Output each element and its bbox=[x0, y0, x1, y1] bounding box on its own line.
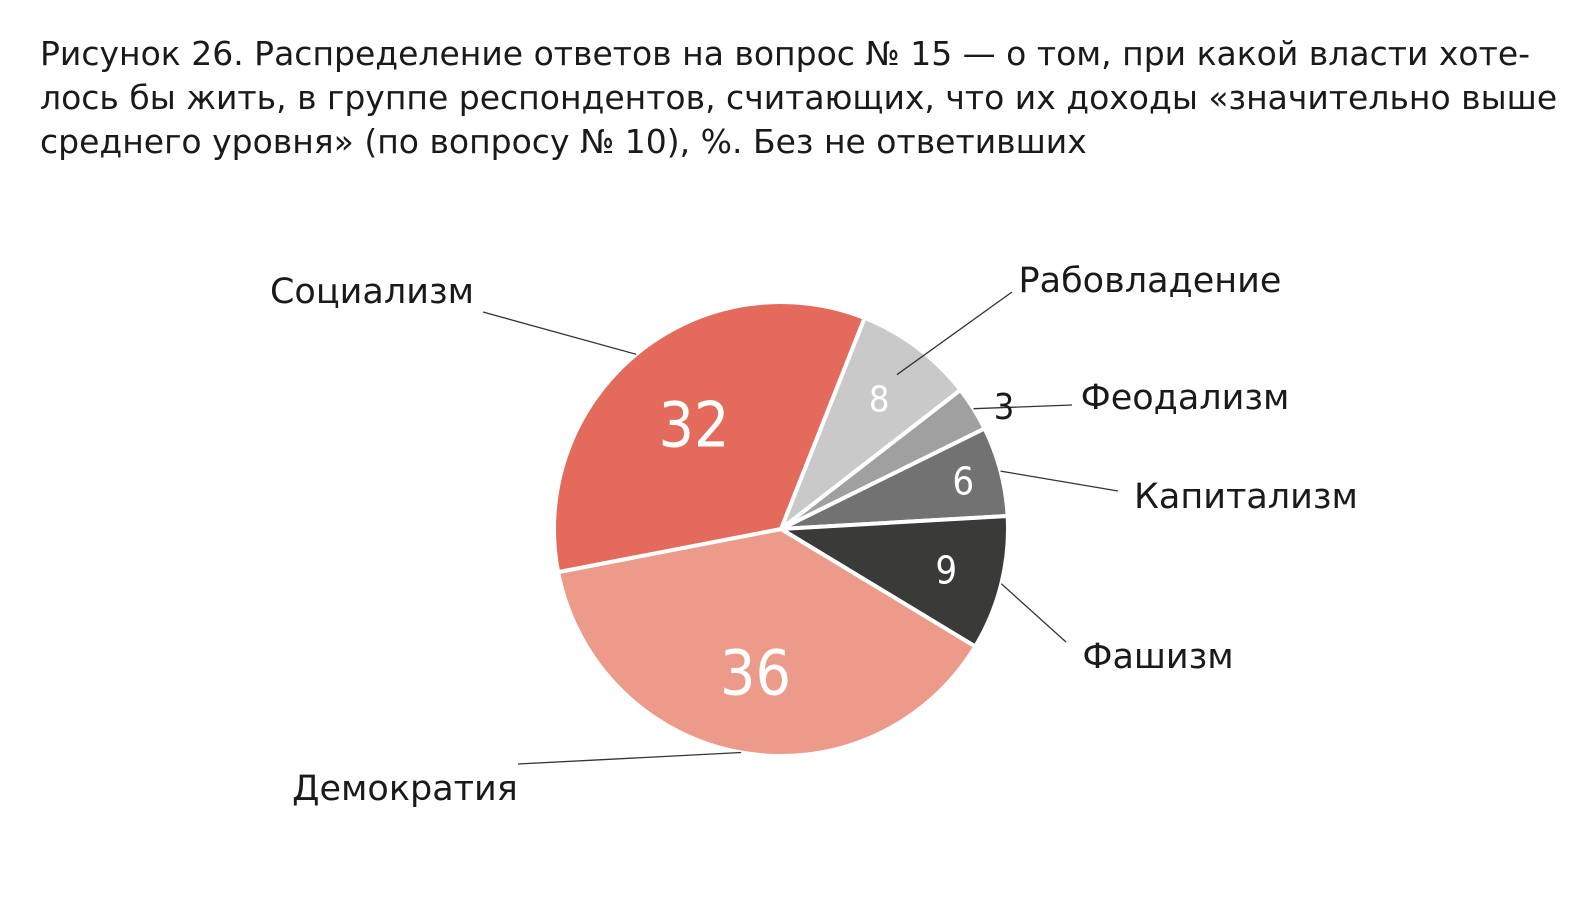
value-label-1: 8 bbox=[869, 379, 890, 420]
category-labels: Рабовладение Феодализм Капитализм Фашизм Дем… bbox=[270, 261, 1358, 809]
pie-slice-6 bbox=[552, 300, 867, 575]
value-labels: 8 36 9 36 32 bbox=[659, 379, 1015, 709]
title-line-2: лось бы жить, в группе респондентов, счи… bbox=[40, 78, 1558, 117]
leader-line-4 bbox=[1000, 583, 1067, 643]
pie-slice-4 bbox=[779, 513, 1011, 649]
leader-lines bbox=[482, 291, 1119, 765]
category-label-2: Феодализм bbox=[1081, 378, 1290, 418]
value-label-3: 6 bbox=[952, 460, 974, 504]
category-label-6: Социализм bbox=[270, 272, 474, 312]
value-label-2: 3 bbox=[994, 387, 1015, 428]
chart-title: Рисунок 26. Распределение ответов на воп… bbox=[40, 32, 1558, 164]
value-label-5: 36 bbox=[720, 636, 791, 709]
category-label-1: Рабовладение bbox=[1019, 261, 1282, 301]
leader-line-1 bbox=[896, 291, 1013, 376]
leader-line-2 bbox=[973, 404, 1073, 410]
leader-line-6 bbox=[482, 311, 637, 355]
category-label-5: Демократия bbox=[292, 769, 518, 809]
category-label-3: Капитализм bbox=[1134, 477, 1358, 517]
leader-line-5 bbox=[517, 751, 742, 765]
leader-line-3 bbox=[1000, 470, 1119, 492]
value-label-6: 32 bbox=[659, 389, 730, 462]
pie-slice-1 bbox=[779, 315, 963, 531]
category-label-4: Фашизм bbox=[1082, 637, 1233, 677]
value-label-4: 9 bbox=[935, 549, 957, 593]
pie-slices bbox=[552, 300, 1011, 758]
title-line-3: среднего уровня» (по вопросу № 10), %. Б… bbox=[40, 122, 1087, 161]
title-line-1: Рисунок 26. Распределение ответов на воп… bbox=[40, 34, 1531, 73]
